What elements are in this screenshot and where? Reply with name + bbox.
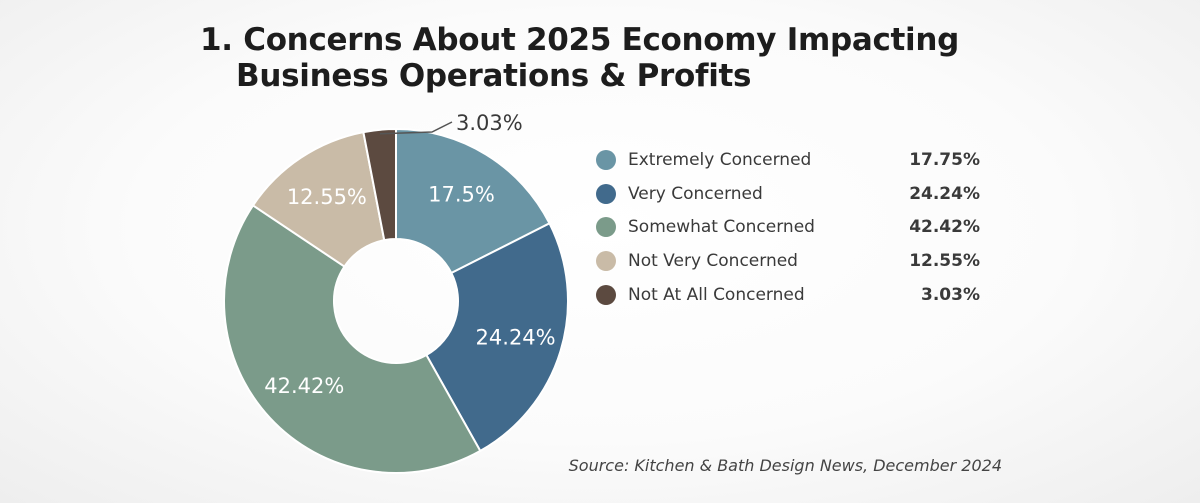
legend-value-not-very-concerned: 12.55% [909, 250, 980, 271]
legend-label-not-very-concerned: Not Very Concerned [628, 250, 798, 271]
chart-title-line-1: 1. Concerns About 2025 Economy Impacting [200, 22, 960, 58]
leader-line-not-at-all-concerned [379, 121, 453, 135]
donut-slice-somewhat-concerned [223, 204, 482, 474]
legend-label-not-at-all-concerned: Not At All Concerned [628, 284, 805, 305]
legend-swatch-very-concerned [596, 183, 616, 204]
legend-item-somewhat-concerned: Somewhat Concerned 42.42% [596, 210, 980, 244]
legend-item-not-at-all-concerned: Not At All Concerned 3.03% [596, 278, 980, 312]
slice-label-somewhat-concerned: 42.42% [264, 374, 344, 398]
legend-label-very-concerned: Very Concerned [628, 183, 763, 204]
slice-label-not-at-all-concerned: 3.03% [456, 111, 523, 135]
legend-item-not-very-concerned: Not Very Concerned 12.55% [596, 244, 980, 278]
legend-value-extremely-concerned: 17.75% [909, 149, 980, 170]
legend-value-very-concerned: 24.24% [909, 183, 980, 204]
chart-title: 1. Concerns About 2025 Economy Impacting… [200, 22, 959, 94]
slice-label-very-concerned: 24.24% [476, 325, 556, 349]
legend-label-extremely-concerned: Extremely Concerned [628, 149, 812, 170]
donut-slice-extremely-concerned [395, 127, 551, 275]
donut-slice-not-at-all-concerned [362, 127, 397, 242]
slice-label-extremely-concerned: 17.5% [428, 183, 495, 207]
legend-label-somewhat-concerned: Somewhat Concerned [628, 217, 815, 238]
donut-slice-very-concerned [425, 222, 569, 453]
legend-swatch-somewhat-concerned [596, 217, 616, 238]
legend-item-extremely-concerned: Extremely Concerned 17.75% [596, 143, 980, 177]
chart-legend: Extremely Concerned 17.75% Very Concerne… [596, 143, 980, 311]
legend-swatch-not-at-all-concerned [596, 284, 616, 305]
legend-swatch-extremely-concerned [596, 149, 616, 170]
slice-label-not-very-concerned: 12.55% [287, 185, 367, 209]
legend-value-not-at-all-concerned: 3.03% [921, 284, 980, 305]
legend-item-very-concerned: Very Concerned 24.24% [596, 177, 980, 211]
donut-chart: 17.5% 24.24% 42.42% 12.55% 3.03% [223, 111, 569, 474]
chart-title-line-2: Business Operations & Profits [236, 58, 752, 94]
source-note: Source: Kitchen & Bath Design News, Dece… [568, 456, 1002, 475]
legend-swatch-not-very-concerned [596, 250, 616, 271]
donut-slice-not-very-concerned [251, 130, 386, 268]
legend-value-somewhat-concerned: 42.42% [909, 217, 980, 238]
